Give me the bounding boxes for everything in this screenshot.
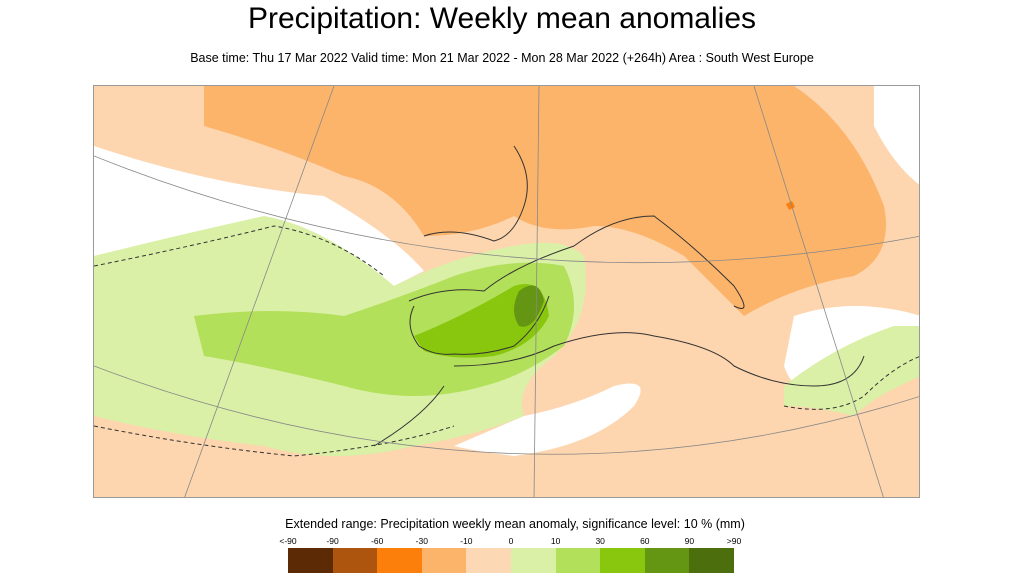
coastline-iberia	[408, 245, 575, 355]
legend-swatch	[288, 548, 333, 573]
legend-swatch	[332, 548, 378, 573]
legend-label: >90	[726, 536, 742, 546]
legend-swatch	[510, 548, 556, 573]
coastline-north-africa	[373, 332, 865, 447]
coastline-france-italy	[423, 145, 745, 309]
legend-swatch	[377, 548, 422, 573]
legend-swatch	[644, 548, 690, 573]
legend-label: 0	[508, 536, 514, 546]
wet-region-iberia	[194, 262, 574, 396]
legend-colorbar	[288, 548, 734, 573]
wet-region-med	[784, 326, 919, 416]
white-region-east	[874, 86, 919, 185]
legend-label: 30	[595, 536, 605, 546]
legend-swatch	[421, 548, 467, 573]
legend-labels: <-90 -90 -60 -30 -10 0 10 30 60 90 >90	[279, 536, 741, 546]
legend-label: -90	[326, 536, 339, 546]
legend-label: 10	[550, 536, 561, 546]
legend-label: 90	[684, 536, 695, 546]
dry-region-north	[204, 86, 886, 316]
legend-label: <-90	[279, 536, 297, 546]
legend-label: 60	[640, 536, 650, 546]
legend-label: -60	[371, 536, 384, 546]
white-region-africa	[454, 383, 641, 456]
significance-contour	[94, 225, 919, 457]
chart-title: Precipitation: Weekly mean anomalies	[247, 2, 757, 35]
legend-swatch	[600, 548, 645, 573]
anomaly-map	[93, 85, 920, 498]
map-canvas	[94, 86, 919, 497]
legend-title: Extended range: Precipitation weekly mea…	[285, 517, 745, 531]
legend-swatch	[466, 548, 511, 573]
legend-swatch	[689, 548, 734, 573]
graticule	[94, 86, 919, 497]
legend-label: -30	[415, 536, 428, 546]
chart-subtitle: Base time: Thu 17 Mar 2022 Valid time: M…	[190, 51, 814, 65]
legend-swatch	[555, 548, 601, 573]
legend-label: -10	[460, 536, 473, 546]
dry-region-dark-spot	[786, 201, 795, 210]
